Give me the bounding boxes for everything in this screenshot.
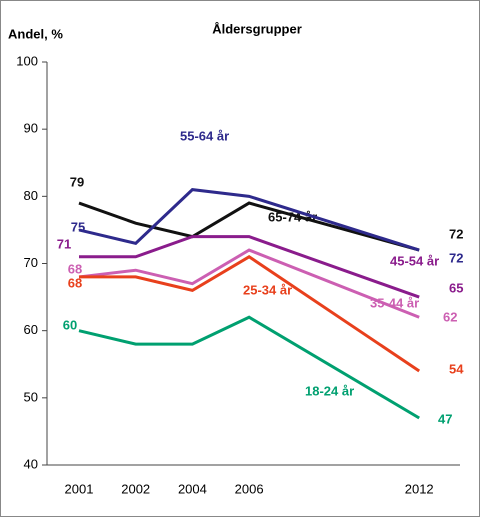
series-label: 35-44 år	[370, 295, 419, 310]
series-label: 25-34 år	[243, 282, 292, 297]
chart-title: Åldersgrupper	[212, 21, 302, 36]
data-label: 68	[68, 275, 82, 290]
data-label: 68	[68, 261, 82, 276]
x-tick-label: 2001	[65, 481, 94, 496]
data-label: 72	[449, 250, 463, 265]
y-tick-label: 60	[24, 322, 38, 337]
data-label: 47	[438, 411, 452, 426]
data-label: 75	[71, 219, 85, 234]
series-label: 45-54 år	[390, 253, 439, 268]
line	[79, 235, 420, 299]
y-tick-label: 70	[24, 255, 38, 270]
x-tick-label: 2004	[178, 481, 207, 496]
y-axis-label: Andel, %	[8, 26, 63, 41]
y-tick-label: 50	[24, 389, 38, 404]
x-tick-label: 2002	[121, 481, 150, 496]
y-tick-label: 80	[24, 188, 38, 203]
line	[78, 188, 420, 252]
line	[78, 315, 420, 420]
series-label: 55-64 år	[180, 128, 229, 143]
line	[79, 255, 421, 373]
y-tick-label: 100	[16, 53, 38, 68]
data-label: 54	[449, 361, 464, 376]
y-tick-label: 40	[24, 456, 38, 471]
series-label: 18-24 år	[305, 383, 354, 398]
data-label: 71	[57, 236, 71, 251]
data-label: 65	[449, 280, 463, 295]
x-tick-label: 2006	[235, 481, 264, 496]
data-label: 62	[443, 309, 457, 324]
data-label: 79	[70, 174, 84, 189]
y-tick-label: 90	[24, 121, 38, 136]
data-label: 72	[449, 226, 463, 241]
data-label: 60	[63, 317, 77, 332]
x-tick-label: 2012	[405, 481, 434, 496]
line	[78, 248, 420, 319]
